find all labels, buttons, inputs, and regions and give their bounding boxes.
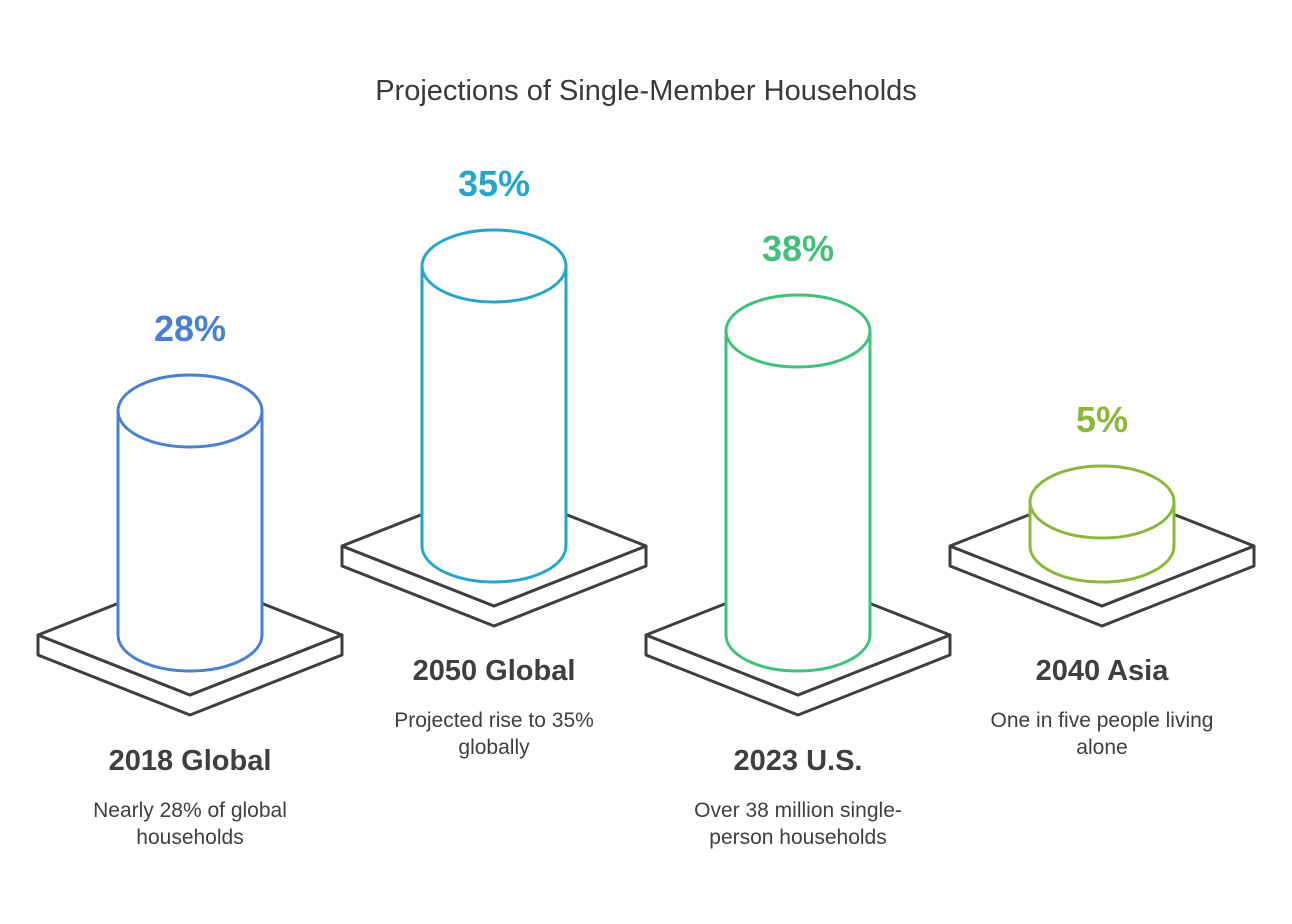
data-label: 38% (762, 228, 834, 269)
description-label: One in five people living (991, 709, 1214, 732)
bar-top (1028, 464, 1176, 540)
category-label: 2050 Global (413, 655, 576, 687)
data-label: 5% (1076, 399, 1128, 440)
bars-layer: 28% 2018 Global Nearly 28% of global househ… (36, 163, 1256, 849)
bar-group: 38% 2023 U.S. Over 38 million single-perso… (644, 228, 952, 849)
bar-top (420, 228, 568, 304)
description-label: globally (458, 736, 530, 759)
description-label: Nearly 28% of global (93, 799, 287, 822)
chart-title: Projections of Single-Member Households (375, 75, 917, 107)
bar (420, 264, 568, 584)
bar-group: 5% 2040 Asia One in five people living alon… (948, 399, 1256, 759)
description-label: Projected rise to 35% (394, 709, 594, 732)
bar (724, 329, 872, 673)
bar-top (116, 373, 264, 449)
bar-group: 35% 2050 Global Projected rise to 35% globa… (340, 163, 648, 759)
description-label: person households (709, 826, 886, 849)
description-label: alone (1076, 736, 1127, 759)
category-label: 2018 Global (109, 745, 272, 777)
description-label: households (136, 826, 243, 849)
category-label: 2040 Asia (1036, 655, 1170, 687)
data-label: 28% (154, 308, 226, 349)
description-label: Over 38 million single- (694, 799, 902, 822)
bar (116, 409, 264, 673)
category-label: 2023 U.S. (734, 745, 863, 777)
bar-group: 28% 2018 Global Nearly 28% of global househ… (36, 308, 344, 849)
bar-top (724, 293, 872, 369)
data-label: 35% (458, 163, 530, 204)
